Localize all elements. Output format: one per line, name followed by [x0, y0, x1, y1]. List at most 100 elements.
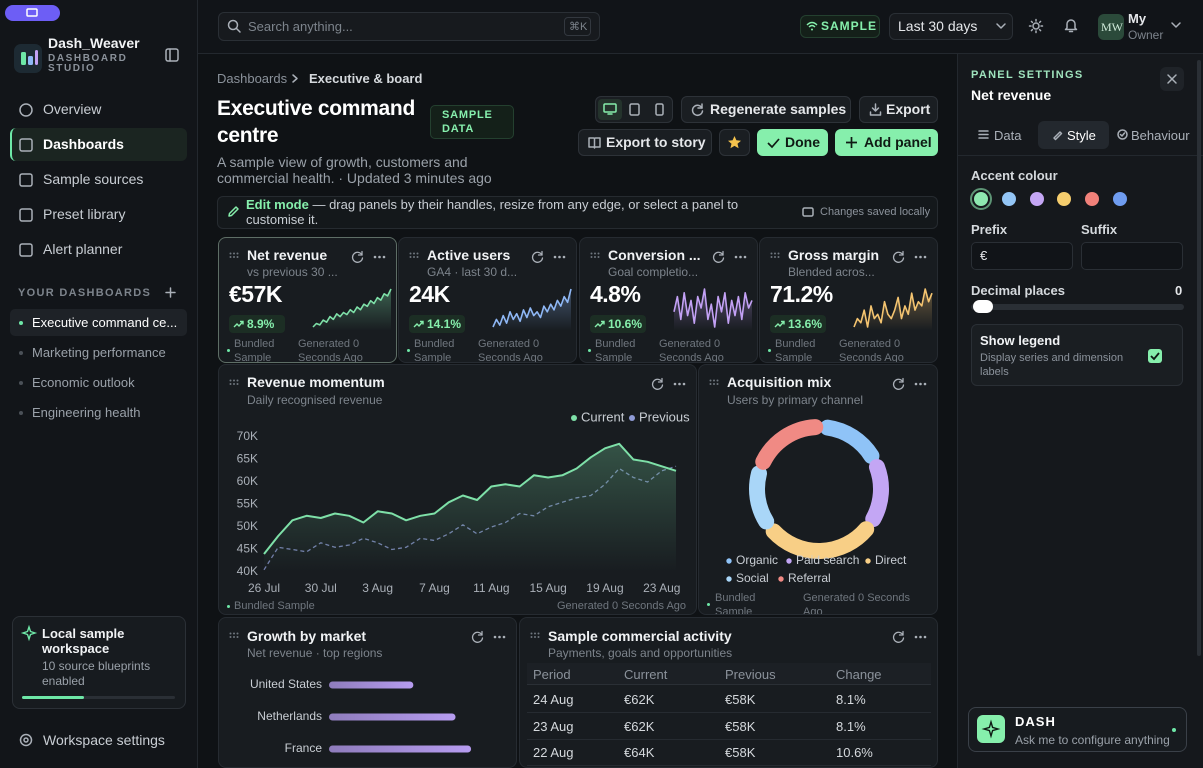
- icon-part: [914, 255, 918, 259]
- collapse-button: [165, 48, 179, 62]
- accent-swatch[interactable]: [1001, 192, 1016, 206]
- nav-item[interactable]: Overview: [43, 101, 102, 117]
- icon-part: [530, 636, 533, 638]
- x-tick-label: 3 Aug: [362, 581, 393, 595]
- icon-part: [229, 252, 232, 255]
- sample-badge: SAMPLE: [821, 19, 878, 33]
- table-cell: 23 Aug: [533, 718, 574, 734]
- sparkline: [853, 288, 933, 331]
- table-cell: 24 Aug: [533, 692, 574, 707]
- nav-item[interactable]: Preset library: [43, 206, 126, 222]
- accent-swatch[interactable]: [1085, 192, 1100, 206]
- button-icon: [767, 138, 780, 149]
- accent-swatch[interactable]: [1113, 192, 1127, 206]
- legend-checkbox[interactable]: [1148, 349, 1162, 363]
- icon-part: [981, 719, 1001, 739]
- icon-part: [923, 255, 927, 259]
- header-button[interactable]: [757, 129, 828, 156]
- workspace-progress: [22, 696, 175, 699]
- series-line: [263, 442, 677, 555]
- section-label: YOUR DASHBOARDS: [18, 287, 152, 299]
- table-cell: 22 Aug: [533, 745, 574, 760]
- refresh-icon: [351, 250, 364, 263]
- field-label: Suffix: [1081, 222, 1118, 237]
- icon-part: [420, 320, 424, 325]
- sparkline: [673, 288, 753, 331]
- accent-swatch[interactable]: [974, 192, 988, 206]
- range-select[interactable]: [889, 13, 1013, 40]
- search-box[interactable]: [218, 12, 600, 41]
- source-dot: [588, 349, 591, 352]
- close-icon: [1167, 74, 1177, 84]
- donut-chart: Organic Paid search Direct Social Referral: [726, 419, 907, 585]
- prefix-input[interactable]: [971, 242, 1073, 270]
- kpi-delta-icon: [774, 320, 785, 328]
- workspace-settings[interactable]: Workspace settings: [43, 732, 165, 748]
- icon-part: [235, 27, 241, 33]
- favorite-button[interactable]: [719, 129, 750, 156]
- wifi-icon: [806, 21, 818, 31]
- icon-part: [657, 377, 663, 383]
- breadcrumb-sep: [292, 74, 298, 83]
- assistant-icon: [981, 719, 1001, 739]
- icon-part: [774, 256, 776, 258]
- icon-part: [923, 635, 927, 639]
- dashboard-link[interactable]: Engineering health: [32, 405, 141, 420]
- kpi-subtitle: Goal completio...: [608, 265, 699, 279]
- donut-segment: [765, 521, 875, 559]
- nav-item[interactable]: Dashboards: [43, 136, 124, 152]
- panel-tab[interactable]: Style: [1067, 128, 1096, 143]
- header-button[interactable]: [681, 96, 851, 123]
- brand-subtitle: DASHBOARD STUDIO: [48, 53, 128, 74]
- workspace-progress-fill: [22, 696, 84, 699]
- icon-part: [413, 252, 415, 255]
- pill-icon: [26, 8, 38, 17]
- accent-swatch[interactable]: [1029, 192, 1044, 206]
- kpi-delta-pill: [229, 315, 285, 333]
- dashboard-link[interactable]: Economic outlook: [32, 375, 135, 390]
- breadcrumb[interactable]: Dashboards: [217, 71, 288, 86]
- field-label: Decimal places: [971, 283, 1065, 298]
- icon-part: [502, 635, 506, 639]
- panel-tab[interactable]: Behaviour: [1131, 128, 1190, 143]
- tab-active: [1038, 121, 1109, 149]
- header-button[interactable]: [859, 96, 938, 123]
- nav-item[interactable]: Alert planner: [43, 241, 123, 257]
- legend-swatch: [778, 576, 784, 582]
- icon-part: [378, 255, 381, 259]
- search-icon: [227, 19, 241, 33]
- nav-icon: [19, 173, 33, 187]
- icon-part: [558, 255, 561, 259]
- icon-part: [413, 321, 424, 328]
- panel-tab[interactable]: Data: [994, 128, 1022, 143]
- button-icon: [588, 137, 601, 149]
- sample-data-label: SAMPLE DATA: [442, 109, 493, 135]
- suffix-input[interactable]: [1081, 242, 1183, 270]
- source-dot: [227, 349, 230, 352]
- panel-heading: PANEL SETTINGS: [971, 69, 1084, 81]
- x-tick-label: 11 Aug: [473, 581, 509, 595]
- icon-part: [892, 631, 905, 643]
- accent-swatch[interactable]: [1057, 192, 1072, 206]
- nav-icon: [19, 103, 33, 117]
- icon-part: [537, 250, 543, 256]
- slider-thumb[interactable]: [973, 300, 993, 313]
- assistant-status: [1172, 728, 1176, 732]
- kpi-delta: 8.9%: [247, 317, 275, 331]
- icon-part: [712, 251, 725, 263]
- nav-item[interactable]: Sample sources: [43, 171, 144, 187]
- settings-icon: [19, 733, 33, 747]
- icon-part: [1028, 18, 1044, 34]
- source-dot: [227, 605, 230, 608]
- icon-part: [743, 255, 747, 259]
- logo-mark: [21, 50, 38, 65]
- dashboard-link[interactable]: Executive command ce...: [32, 315, 178, 330]
- dashboard-link[interactable]: Marketing performance: [32, 345, 166, 360]
- table-card: Sample commercial activity Payments, goal…: [519, 617, 938, 768]
- panel-scrollbar: [1197, 60, 1201, 656]
- icon-part: [919, 255, 922, 259]
- icon-part: [382, 255, 386, 259]
- edit-bar: [217, 196, 938, 229]
- column-header: Previous: [725, 667, 776, 682]
- more-icon: [493, 635, 506, 639]
